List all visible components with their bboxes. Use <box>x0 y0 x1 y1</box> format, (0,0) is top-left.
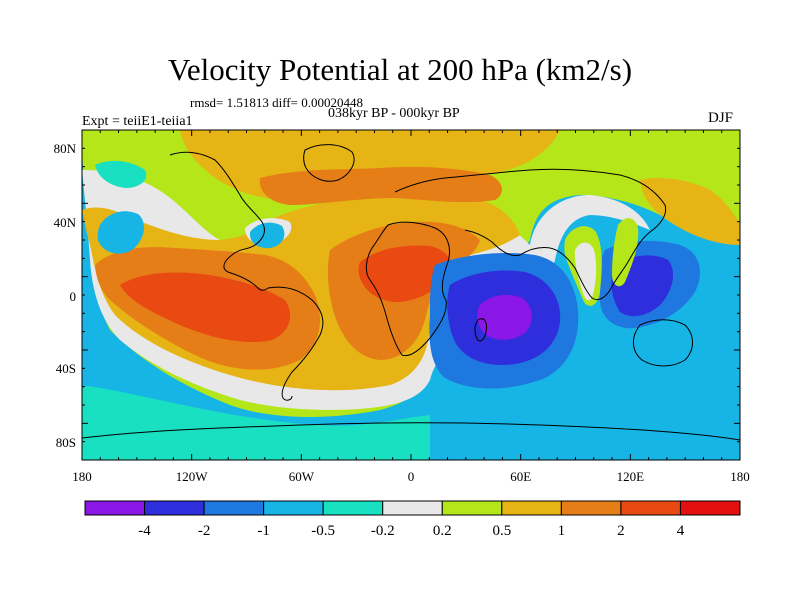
coastline-africa <box>365 221 450 357</box>
colorbar-swatch <box>203 500 265 516</box>
lon-label: 60W <box>289 469 315 484</box>
latitude-labels: 80N 40N 0 40S 80S <box>54 141 77 450</box>
lon-label: 180 <box>730 469 750 484</box>
coastline-europe-asia <box>394 168 667 301</box>
colorbar-label: -4 <box>138 523 151 539</box>
lon-label: 0 <box>408 469 415 484</box>
coastline-australia <box>633 319 693 367</box>
moderate-positive-europe <box>259 166 502 205</box>
coastline-madagascar <box>474 318 487 342</box>
lon-label: 180 <box>72 469 92 484</box>
positive-region-north-pacific <box>640 178 740 245</box>
longitude-labels: 180 120W 60W 0 60E 120E 180 <box>72 469 750 484</box>
map-title: Velocity Potential at 200 hPa (km2/s) <box>167 52 633 87</box>
lat-label: 80S <box>56 435 76 450</box>
frame-ticks <box>81 129 741 461</box>
near-zero-india <box>574 242 597 301</box>
lat-label: 80N <box>54 141 77 156</box>
colorbar-label: 0.5 <box>492 523 511 539</box>
colorbar-swatch <box>144 500 205 516</box>
colorbar-swatch <box>560 500 622 516</box>
colorbar-swatch <box>441 500 503 516</box>
colorbar-swatch <box>382 500 443 516</box>
coastline-greenland <box>303 144 355 182</box>
colorbar-swatch <box>501 500 562 516</box>
lon-label: 60E <box>510 469 531 484</box>
southern-teal-band <box>82 385 430 460</box>
slight-negative-arctic <box>95 160 147 188</box>
colorbar-label: 2 <box>617 523 625 539</box>
strong-positive-africa <box>358 245 451 303</box>
velocity-potential-field <box>82 130 740 460</box>
slight-positive-southeast-asia <box>612 218 639 287</box>
colorbar-swatch <box>322 500 384 516</box>
coastline-south-america <box>267 286 324 401</box>
colorbar-label: 0.2 <box>433 523 452 539</box>
colorbar-swatch <box>263 500 324 516</box>
strong-negative-center <box>477 294 532 340</box>
strong-positive-pacific <box>120 272 291 343</box>
colorbar-labels: -4 -2 -1 -0.5 -0.2 0.2 0.5 1 2 4 <box>138 523 684 539</box>
season-label: DJF <box>708 110 734 126</box>
lat-label: 40N <box>54 215 77 230</box>
stats-line: rmsd= 1.51813 diff= 0.00020448 <box>190 95 363 110</box>
lat-label: 0 <box>70 289 77 304</box>
lon-label: 120E <box>617 469 645 484</box>
colorbar-label: 4 <box>677 523 685 539</box>
weak-negative-east-pacific-edge <box>82 340 98 388</box>
lat-label: 40S <box>56 361 76 376</box>
colorbar-label: 1 <box>558 523 566 539</box>
colorbar-swatch <box>620 500 681 516</box>
coastline-antarctica <box>82 422 740 441</box>
colorbar-label: -0.2 <box>371 523 395 539</box>
colorbar-label: -1 <box>257 523 270 539</box>
experiment-label: Expt = teiiE1-teiia1 <box>82 114 193 129</box>
period-label: 038kyr BP - 000kyr BP <box>328 106 460 121</box>
coastlines <box>82 144 740 441</box>
colorbar-swatch <box>84 500 146 516</box>
coastline-north-america <box>169 151 269 291</box>
colorbar-label: -0.5 <box>311 523 335 539</box>
colorbar-label: -2 <box>198 523 211 539</box>
lon-label: 120W <box>176 469 209 484</box>
weak-negative-west-pacific <box>97 211 144 254</box>
colorbar <box>84 500 741 516</box>
colorbar-swatch <box>679 500 741 516</box>
